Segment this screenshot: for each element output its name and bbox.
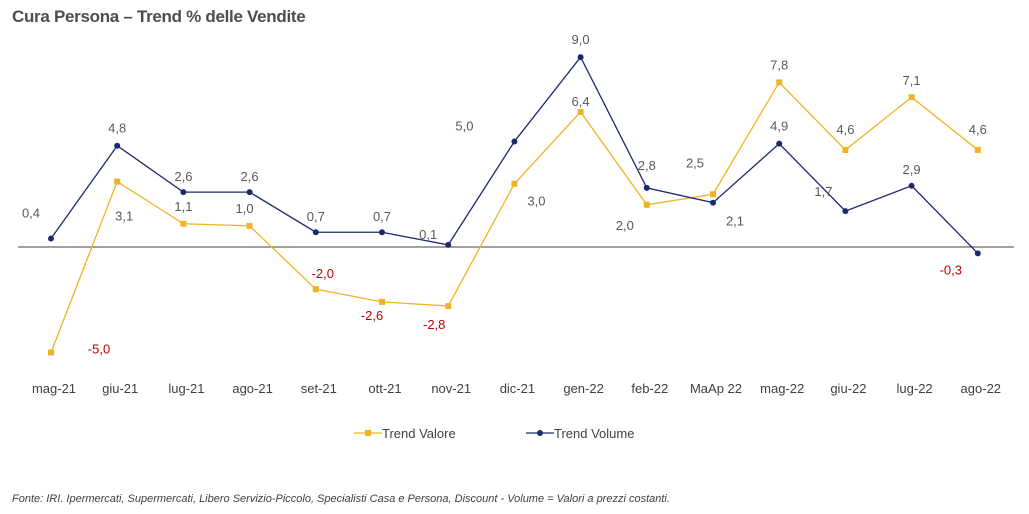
trend-valore-point — [842, 146, 849, 153]
trend-valore-point — [445, 303, 452, 310]
trend-valore-data-label: 3,1 — [115, 209, 133, 224]
x-tick-label: lug-21 — [168, 381, 204, 396]
trend-volume-legend-label: Trend Volume — [554, 426, 634, 441]
trend-volume-point — [379, 229, 385, 236]
trend-valore-point — [511, 180, 518, 187]
trend-valore-point — [710, 191, 716, 198]
x-tick-label: gen-22 — [563, 381, 603, 396]
trend-volume-point — [511, 138, 518, 145]
x-tick-label: ago-21 — [232, 381, 272, 396]
trend-valore-data-label: 1,0 — [236, 201, 254, 216]
trend-volume-data-label: -0,3 — [940, 262, 962, 277]
x-tick-label: nov-21 — [431, 381, 471, 396]
trend-valore-legend-marker — [365, 430, 371, 436]
trend-volume-point — [842, 208, 849, 215]
trend-volume-point — [710, 199, 716, 206]
trend-valore-data-label: 6,4 — [572, 94, 590, 109]
trend-volume-data-label: 2,9 — [903, 162, 921, 177]
trend-volume-point — [246, 189, 253, 196]
x-tick-label: set-21 — [301, 381, 337, 396]
trend-volume-point — [312, 229, 319, 236]
trend-volume-data-label: 2,6 — [174, 169, 192, 184]
trend-volume-point — [445, 241, 452, 248]
trend-valore-data-label: -2,0 — [312, 266, 334, 281]
trend-volume-data-label: 1,7 — [814, 184, 832, 199]
x-tick-label: ott-21 — [368, 381, 401, 396]
trend-volume-data-label: 0,1 — [419, 227, 437, 242]
trend-valore-point — [312, 286, 319, 293]
trend-volume-legend-marker — [537, 430, 543, 436]
trend-volume-data-label: 0,7 — [307, 209, 325, 224]
x-tick-label: mag-22 — [760, 381, 804, 396]
trend-volume-data-label: 0,4 — [22, 206, 40, 221]
x-axis: mag-21 giu-21 lug-21 ago-21 set-21 ott-21 nov-… — [32, 381, 1001, 396]
x-tick-label: dic-21 — [500, 381, 535, 396]
trend-volume-data-label: 2,6 — [241, 169, 259, 184]
trend-valore-point — [974, 146, 981, 153]
trend-valore-data-label: -2,8 — [423, 317, 445, 332]
trend-valore-point — [246, 222, 253, 229]
trend-valore-point — [114, 178, 121, 185]
trend-volume-point — [48, 235, 54, 242]
x-tick-label: ago-22 — [961, 381, 1001, 396]
trend-valore-data-label: 7,1 — [903, 73, 921, 88]
trend-volume-point — [974, 250, 981, 257]
trend-valore-data-label: 3,0 — [527, 194, 545, 209]
trend-valore-data-label: 4,6 — [969, 122, 987, 137]
trend-volume-data-label: 0,7 — [373, 209, 391, 224]
trend-valore-point — [180, 220, 187, 227]
trend-valore-point — [643, 201, 650, 208]
trend-volume-data-label: 5,0 — [455, 119, 473, 134]
trend-valore-data-label: -5,0 — [88, 342, 110, 357]
x-tick-label: MaAp 22 — [690, 381, 742, 396]
x-tick-label: giu-22 — [830, 381, 866, 396]
x-tick-label: lug-22 — [897, 381, 933, 396]
trend-volume-point — [776, 140, 783, 147]
trend-volume-data-label: 2,1 — [726, 214, 744, 229]
trend-volume-data-label: 2,8 — [638, 158, 656, 173]
x-tick-label: feb-22 — [631, 381, 668, 396]
trend-volume-point — [180, 189, 187, 196]
trend-valore-legend-label: Trend Valore — [382, 426, 456, 441]
trend-valore-point — [577, 108, 584, 115]
trend-valore-data-label: -2,6 — [361, 308, 383, 323]
trend-volume-point — [908, 182, 915, 189]
trend-valore-data-label: 7,8 — [770, 57, 788, 72]
trend-valore-data-label: 4,6 — [836, 122, 854, 137]
trend-volume-point — [643, 184, 650, 191]
footnote: Fonte: IRI. Ipermercati, Supermercati, L… — [12, 493, 670, 505]
trend-volume-data-label: 4,9 — [770, 119, 788, 134]
trend-valore-point — [908, 94, 915, 101]
legend: Trend Valore Trend Volume — [354, 426, 634, 441]
trend-valore-point — [379, 298, 385, 305]
chart-title: Cura Persona – Trend % delle Vendite — [12, 7, 306, 26]
trend-valore-data-label: 2,5 — [686, 155, 704, 170]
trend-volume-point — [114, 142, 121, 149]
trend-volume-data-label: 9,0 — [572, 32, 590, 47]
trend-valore-data-label: 1,1 — [174, 199, 192, 214]
x-tick-label: giu-21 — [102, 381, 138, 396]
series-layer — [48, 54, 981, 356]
trend-valore-point — [48, 349, 54, 356]
trend-valore-point — [776, 79, 783, 86]
x-tick-label: mag-21 — [32, 381, 76, 396]
trend-volume-data-label: 4,8 — [108, 121, 126, 136]
trend-volume-point — [577, 54, 584, 61]
trend-valore-data-label: 2,0 — [616, 218, 634, 233]
data-label-layer: -5,0 3,1 1,1 1,0 -2,0 -2,6 -2,8 3,0 6,4 2,0 2,5 7,8… — [22, 32, 987, 356]
